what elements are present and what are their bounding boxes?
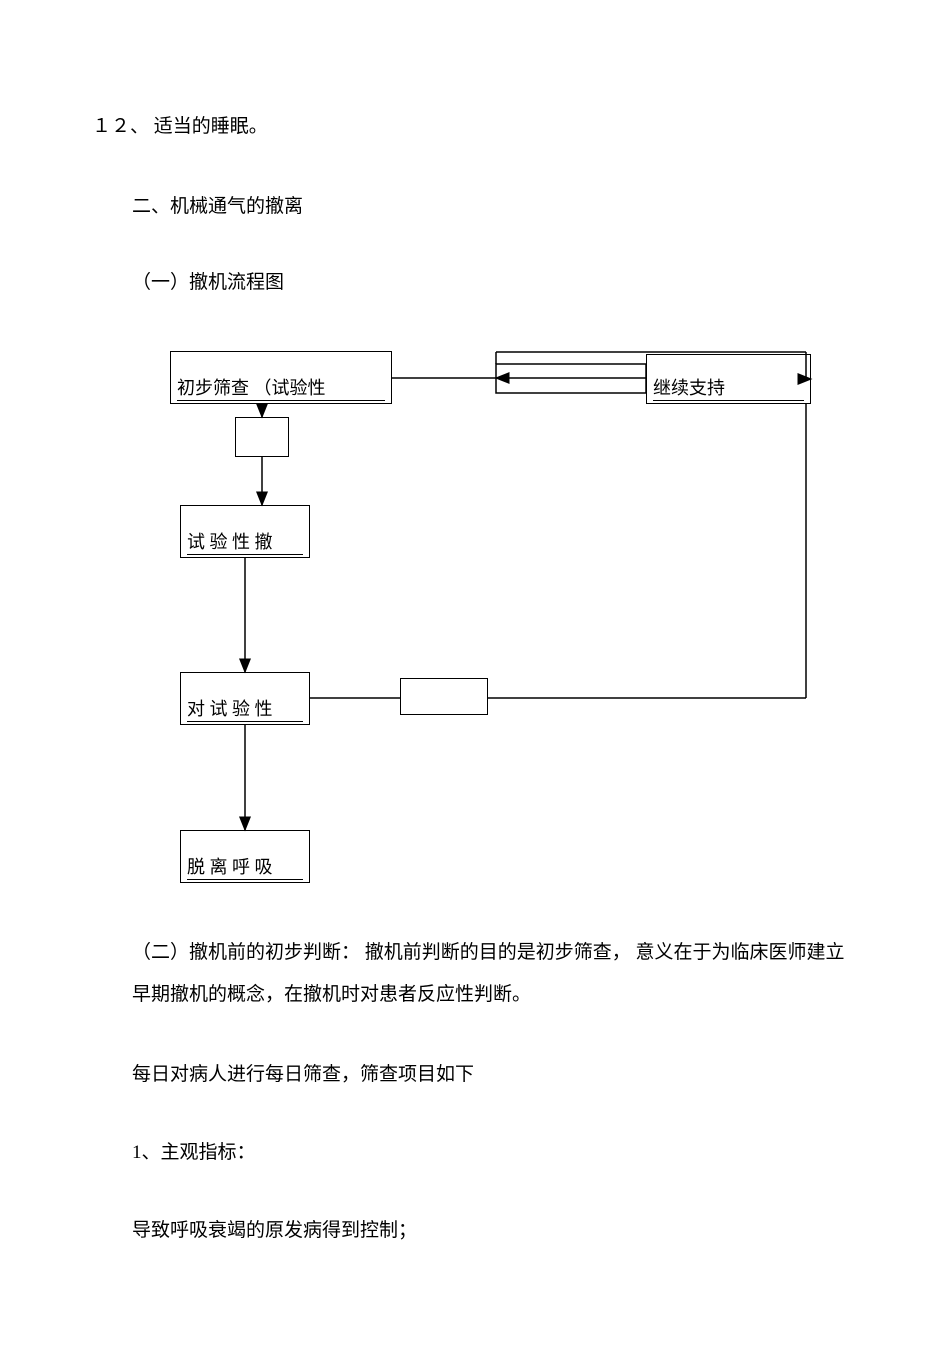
flow-node-label: 脱 离 呼 吸 (187, 853, 303, 880)
flow-node-label: 初步筛查 （试验性 (177, 374, 385, 401)
flow-node-continue-support: 继续支持 (646, 354, 811, 404)
list-item-12: １２、 适当的睡眠。 (92, 112, 268, 142)
subsection-2-paragraph: （二）撤机前的初步判断： 撤机前判断的目的是初步筛查， 意义在于为临床医师建立早… (132, 932, 852, 1016)
flow-node-label: 试 验 性 撤 (187, 528, 303, 555)
flow-node-label: 继续支持 (653, 374, 804, 401)
subsection-heading-1: （一）撤机流程图 (132, 268, 284, 298)
flow-node-evaluate-trial: 对 试 验 性 (180, 672, 310, 725)
document-page: １２、 适当的睡眠。 二、机械通气的撤离 （一）撤机流程图 初步筛查 （试验性 … (0, 0, 950, 1345)
flow-node-label: 对 试 验 性 (187, 695, 303, 722)
flow-node-wean-breath: 脱 离 呼 吸 (180, 830, 310, 883)
flow-node-initial-screen: 初步筛查 （试验性 (170, 351, 392, 404)
primary-disease-line: 导致呼吸衰竭的原发病得到控制； (132, 1216, 417, 1246)
daily-screening-line: 每日对病人进行每日筛查，筛查项目如下 (132, 1060, 474, 1090)
flow-node-small-2 (400, 678, 488, 715)
section-heading-2: 二、机械通气的撤离 (132, 192, 303, 222)
subjective-indicator-heading: 1、主观指标： (132, 1138, 256, 1168)
flow-node-small-1 (235, 417, 289, 457)
flow-node-trial-withdrawal: 试 验 性 撤 (180, 505, 310, 558)
